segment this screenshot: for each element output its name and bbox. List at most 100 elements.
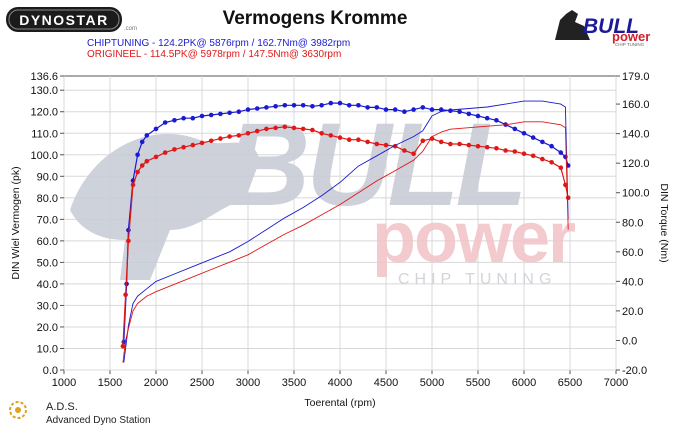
y-left-tick-label: 40.0 <box>37 279 58 291</box>
chiptuning-point <box>291 103 297 108</box>
chiptuning-point <box>475 113 481 119</box>
origineel-point <box>300 126 306 132</box>
x-tick-label: 2000 <box>144 377 168 389</box>
origineel-point <box>383 142 389 148</box>
chiptuning-point <box>558 150 564 155</box>
chiptuning-point <box>236 109 242 114</box>
bull-logo-text: BULL <box>583 15 639 38</box>
origineel-point <box>540 156 545 162</box>
chiptuning-point <box>181 115 186 121</box>
origineel-point <box>126 238 131 244</box>
origineel-point <box>181 144 186 150</box>
origineel-point <box>236 133 242 138</box>
ads-gear-icon <box>9 401 27 419</box>
tick-labels: 1000 1500 2000 2500 3000 3500 4000 4500 5000 5500… <box>30 71 649 389</box>
chip-tuning-logo-text: CHIP TUNING <box>615 42 645 47</box>
chiptuning-point <box>346 103 352 108</box>
y-left-tick-label: 0.0 <box>43 365 58 377</box>
chiptuning-point <box>319 103 324 108</box>
origineel-point <box>512 149 518 154</box>
origineel-point <box>466 142 472 148</box>
origineel-torque-line <box>122 121 569 363</box>
x-tick-label: 1500 <box>98 377 122 389</box>
watermark: BULL power CHIP TUNING <box>70 99 577 288</box>
origineel-point <box>144 158 150 164</box>
origineel-point <box>457 141 462 147</box>
ads-text: A.D.S. <box>46 401 78 413</box>
x-tick-label: 4500 <box>374 377 398 389</box>
x-tick-label: 3000 <box>236 377 260 389</box>
origineel-point <box>484 144 490 150</box>
y-axis-right-label: DIN Torque (Nm) <box>658 183 670 262</box>
chiptuning-point <box>438 107 444 112</box>
origineel-point <box>565 195 571 201</box>
chiptuning-point <box>144 133 150 138</box>
chiptuning-point <box>227 110 232 116</box>
chiptuning-point <box>162 120 168 125</box>
origineel-point <box>438 139 444 145</box>
y-right-tick-label: 20.0 <box>622 306 643 318</box>
chiptuning-point <box>282 103 288 108</box>
chiptuning-point <box>374 105 380 110</box>
origineel-point <box>549 160 554 165</box>
y-left-tick-label: 70.0 <box>37 214 58 226</box>
chart-title: Vermogens Kromme <box>223 8 408 29</box>
y-left-tick-label: 50.0 <box>37 257 58 269</box>
chiptuning-point <box>328 100 334 106</box>
chiptuning-point <box>402 109 407 114</box>
x-axis-label: Toerental (rpm) <box>304 397 375 409</box>
origineel-point <box>319 131 324 136</box>
origineel-point <box>402 148 407 153</box>
x-tick-label: 5000 <box>420 377 444 389</box>
chiptuning-point <box>530 135 536 140</box>
y-right-tick-label: 80.0 <box>622 217 643 229</box>
origineel-point <box>273 125 278 131</box>
origineel-point <box>190 142 196 148</box>
legend-origineel: ORIGINEEL - 114.5PK@ 5978rpm / 147.5Nm@ … <box>87 49 341 60</box>
origineel-point <box>153 154 159 160</box>
x-tick-label: 5500 <box>466 377 490 389</box>
y-right-tick-label: 160.0 <box>622 99 650 111</box>
origineel-point <box>208 138 214 144</box>
origineel-point <box>346 137 352 142</box>
y-left-tick-label: 30.0 <box>37 300 58 312</box>
chiptuning-point <box>383 107 389 112</box>
origineel-point <box>130 182 136 188</box>
chiptuning-point <box>365 105 370 110</box>
ads-logo: A.D.S. Advanced Dyno Station <box>9 401 151 426</box>
dynostar-logo-text: DYNOSTAR <box>19 12 109 28</box>
y-right-tick-label: 60.0 <box>622 247 643 259</box>
chiptuning-point <box>172 118 177 123</box>
chiptuning-point <box>420 105 426 110</box>
chiptuning-point <box>540 139 545 145</box>
origineel-point <box>172 147 177 152</box>
y-left-tick-label: 110.0 <box>31 128 58 140</box>
origineel-point <box>328 133 334 138</box>
y-right-tick-label: 100.0 <box>622 188 650 200</box>
origineel-point <box>374 141 380 147</box>
origineel-point <box>264 126 269 132</box>
y-right-tick-label: 140.0 <box>622 129 650 141</box>
dynostar-logo-suffix: .com <box>124 26 137 32</box>
chiptuning-point <box>549 143 554 149</box>
chiptuning-point <box>245 107 251 112</box>
origineel-point <box>448 141 453 147</box>
grid <box>60 75 620 374</box>
chiptuning-point <box>273 104 278 109</box>
chiptuning-point <box>512 126 518 132</box>
y-left-tick-label: 20.0 <box>37 322 58 334</box>
chiptuning-point <box>392 107 398 112</box>
y-right-tick-label: 179.0 <box>622 71 650 83</box>
x-tick-label: 3500 <box>282 377 306 389</box>
chiptuning-point <box>411 107 416 112</box>
origineel-point <box>218 136 223 141</box>
bull-icon <box>555 10 590 40</box>
origineel-point <box>429 136 435 141</box>
origineel-point <box>356 137 361 142</box>
x-tick-label: 4000 <box>328 377 352 389</box>
origineel-point <box>227 134 232 139</box>
y-left-tick-label: 120.0 <box>30 107 58 119</box>
y-left-tick-label: 60.0 <box>37 236 58 248</box>
chiptuning-point <box>521 131 527 136</box>
